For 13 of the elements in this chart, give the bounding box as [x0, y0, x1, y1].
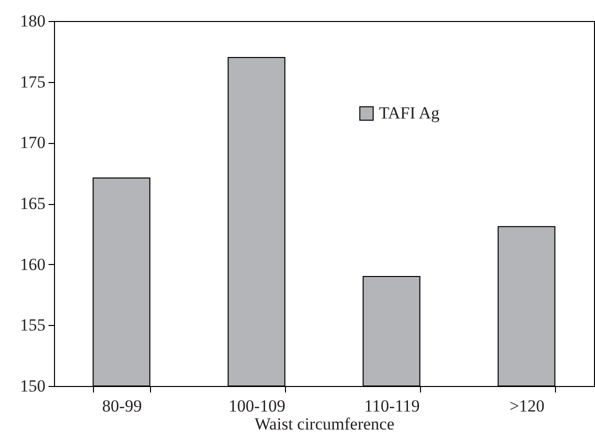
y-tick-label: 160	[20, 254, 46, 274]
x-tick-label: 80-99	[102, 396, 142, 416]
legend-label: TAFI Ag	[379, 104, 440, 122]
y-tick-label: 180	[20, 12, 46, 30]
x-tick-label: >120	[509, 396, 545, 416]
y-tick-label: 155	[20, 316, 46, 335]
y-tick-label: 165	[20, 194, 46, 213]
y-tick-label: 150	[20, 376, 46, 396]
x-tick-label: 100-109	[228, 396, 286, 416]
x-tick-label: 110-119	[364, 396, 420, 416]
y-tick-label: 170	[20, 133, 46, 152]
x-axis-title: Waist circumference	[254, 414, 394, 434]
y-tick-label: 175	[20, 72, 46, 92]
